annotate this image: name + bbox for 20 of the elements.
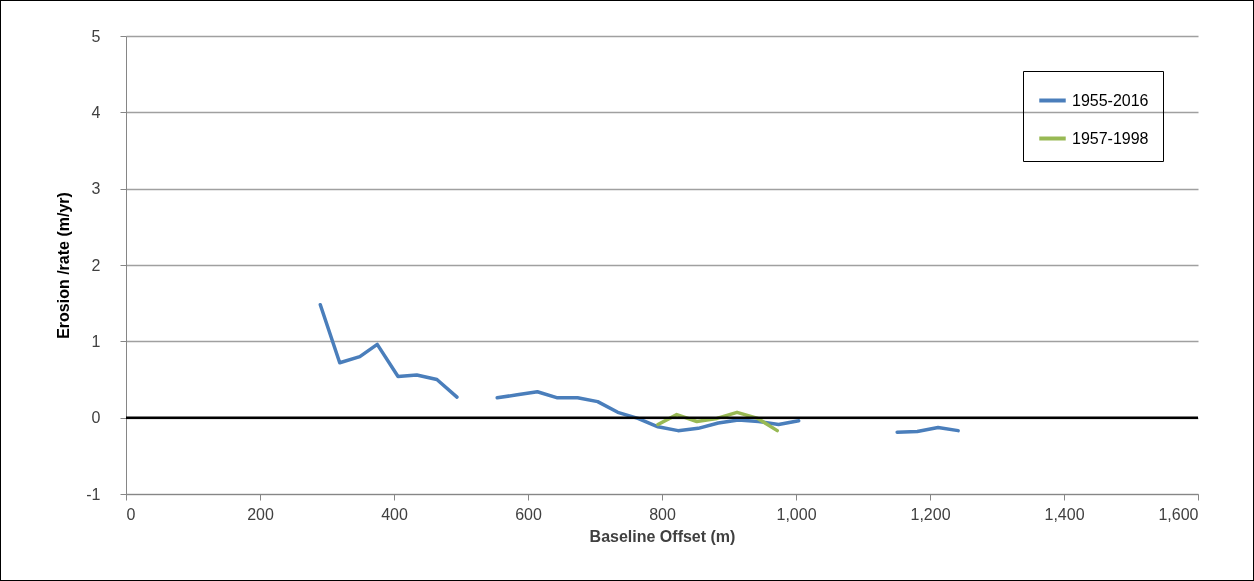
legend-label: 1957-1998	[1072, 129, 1149, 147]
y-tick-label: 5	[91, 27, 101, 45]
y-tick-label: 3	[91, 180, 101, 198]
x-tick-label: 800	[649, 505, 676, 523]
y-tick-label: 4	[91, 103, 101, 121]
y-tick-label: 0	[91, 409, 101, 427]
x-tick-label: 600	[515, 505, 542, 523]
x-tick-label: 1,400	[1044, 505, 1085, 523]
y-tick-label: -1	[86, 485, 101, 503]
x-axis-title: Baseline Offset (m)	[589, 527, 736, 545]
x-tick-label: 1,600	[1158, 505, 1199, 523]
x-tick-label: 200	[247, 505, 274, 523]
x-tick-label: 0	[126, 505, 136, 523]
x-tick-label: 1,000	[776, 505, 817, 523]
legend-label: 1955-2016	[1072, 91, 1149, 109]
y-tick-label: 1	[91, 332, 101, 350]
y-tick-label: 2	[91, 256, 101, 274]
x-tick-label: 1,200	[910, 505, 951, 523]
y-axis-title: Erosion /rate (m/yr)	[55, 192, 73, 339]
x-tick-label: 400	[381, 505, 408, 523]
